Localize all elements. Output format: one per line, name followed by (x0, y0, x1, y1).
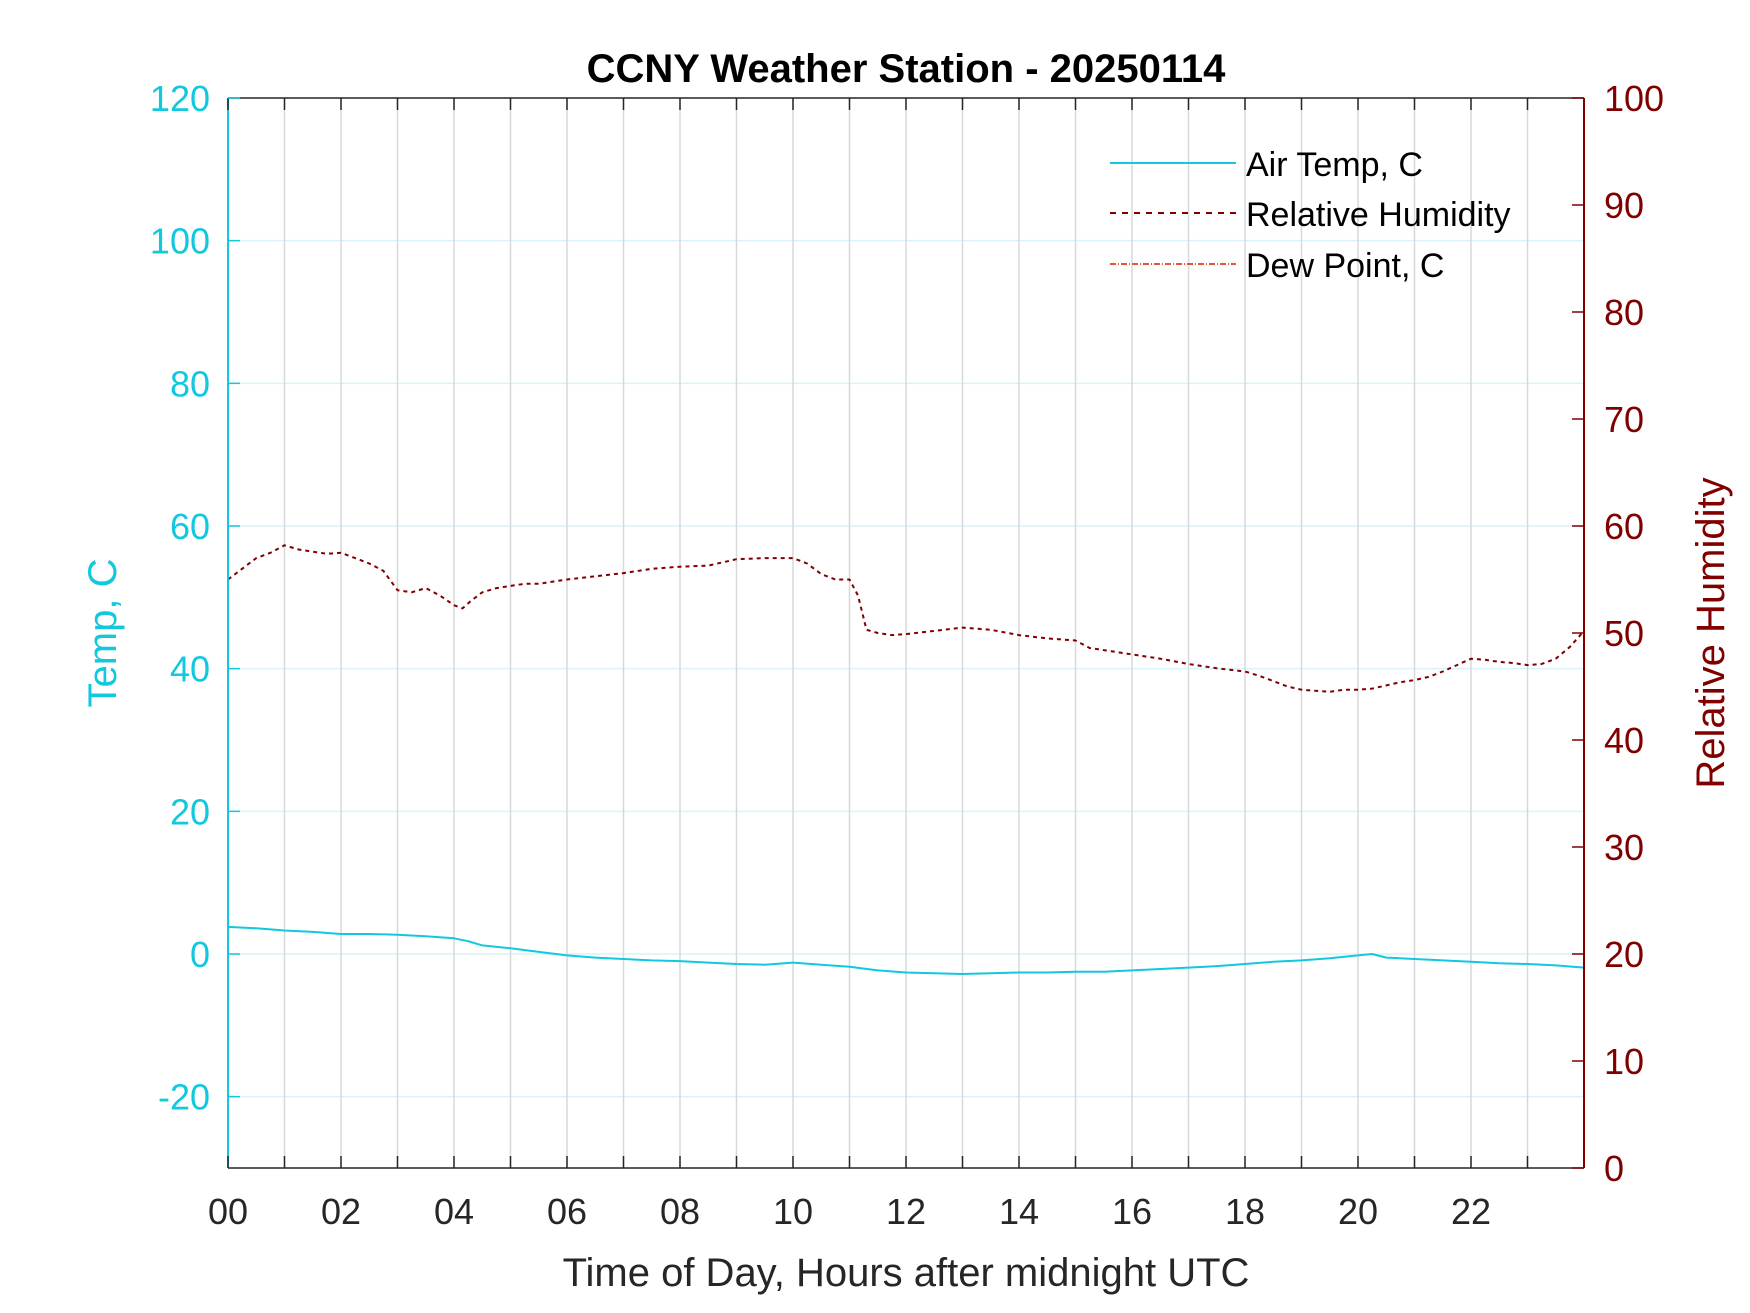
x-tick-label: 18 (1225, 1191, 1265, 1232)
legend: Air Temp, C Relative Humidity Dew Point,… (1110, 146, 1511, 285)
x-tick-label: 10 (773, 1191, 813, 1232)
left-y-tick-label: 80 (170, 363, 210, 404)
right-y-tick-label: 100 (1604, 78, 1664, 119)
x-tick-label: 08 (660, 1191, 700, 1232)
axes-layer: 00 02 04 06 08 10 12 14 16 18 20 22-200204060801001… (150, 78, 1664, 1232)
right-y-tick-label: 40 (1604, 720, 1644, 761)
x-tick-label: 06 (547, 1191, 587, 1232)
right-y-tick-label: 80 (1604, 292, 1644, 333)
right-y-tick-label: 90 (1604, 185, 1644, 226)
series-line-relative-humidity (227, 544, 1585, 693)
right-y-axis-label: Relative Humidity (1689, 477, 1733, 788)
legend-label-air-temp: Air Temp, C (1246, 146, 1423, 184)
left-y-axis-label: Temp, C (81, 559, 125, 708)
right-y-tick-label: 20 (1604, 934, 1644, 975)
x-axis-label: Time of Day, Hours after midnight UTC (563, 1251, 1250, 1295)
left-y-tick-label: 60 (170, 506, 210, 547)
right-y-tick-label: 70 (1604, 399, 1644, 440)
x-tick-label: 14 (999, 1191, 1039, 1232)
x-tick-label: 20 (1338, 1191, 1378, 1232)
left-y-tick-label: 20 (170, 791, 210, 832)
left-y-tick-label: -20 (158, 1077, 210, 1118)
x-tick-label: 00 (208, 1191, 248, 1232)
x-tick-label: 16 (1112, 1191, 1152, 1232)
left-y-tick-label: 40 (170, 649, 210, 690)
vertical-gridlines (227, 98, 1529, 1168)
x-tick-label: 04 (434, 1191, 474, 1232)
legend-label-dew-point: Dew Point, C (1246, 247, 1444, 285)
chart-title: CCNY Weather Station - 20250114 (587, 47, 1227, 91)
series-line-air-temp-c (227, 925, 1585, 975)
right-y-tick-label: 0 (1604, 1148, 1624, 1189)
right-y-tick-label: 10 (1604, 1041, 1644, 1082)
left-y-tick-label: 0 (190, 934, 210, 975)
x-tick-label: 22 (1451, 1191, 1491, 1232)
left-y-tick-label: 120 (150, 78, 210, 119)
series-layer (227, 544, 1585, 975)
left-y-tick-label: 100 (150, 221, 210, 262)
right-y-tick-label: 30 (1604, 827, 1644, 868)
legend-label-relative-humidity: Relative Humidity (1246, 196, 1511, 234)
x-tick-label: 02 (321, 1191, 361, 1232)
right-y-tick-label: 60 (1604, 506, 1644, 547)
x-tick-label: 12 (886, 1191, 926, 1232)
right-y-tick-label: 50 (1604, 613, 1644, 654)
